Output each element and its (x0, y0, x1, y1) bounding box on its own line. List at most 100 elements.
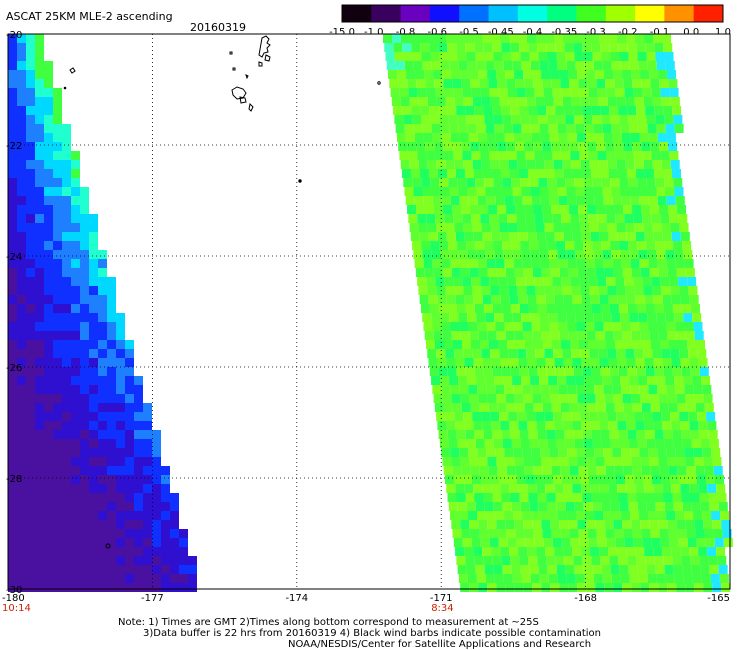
swath-pixel (508, 223, 518, 232)
swath-pixel (98, 250, 107, 259)
swath-pixel (627, 367, 637, 376)
swath-pixel (450, 196, 460, 205)
swath-pixel (98, 520, 107, 529)
swath-pixel (423, 259, 433, 268)
swath-pixel (35, 583, 44, 592)
swath-pixel (17, 205, 26, 214)
swath-pixel (402, 43, 412, 52)
swath-pixel (624, 475, 634, 484)
swath-pixel (579, 277, 589, 286)
swath-pixel (417, 151, 427, 160)
swath-pixel (637, 52, 647, 61)
swath-pixel (509, 232, 519, 241)
swath-pixel (489, 151, 499, 160)
swath-pixel (17, 376, 26, 385)
swath-pixel (71, 583, 80, 592)
swath-pixel (529, 565, 539, 574)
colorbar-swatch (517, 5, 548, 22)
colorbar-tick-label: -0.2 (618, 27, 638, 38)
swath-pixel (660, 214, 670, 223)
swath-pixel (649, 583, 659, 592)
swath-pixel (432, 322, 442, 331)
swath-pixel (44, 142, 53, 151)
swath-pixel (80, 475, 89, 484)
swath-pixel (496, 457, 506, 466)
swath-pixel (116, 439, 125, 448)
swath-pixel (592, 115, 602, 124)
swath-pixel (476, 124, 486, 133)
swath-pixel (453, 340, 463, 349)
swath-pixel (527, 295, 537, 304)
swath-pixel (62, 466, 71, 475)
swath-pixel (553, 97, 563, 106)
swath-left (8, 34, 197, 592)
swath-pixel (71, 295, 80, 304)
swath-pixel (8, 205, 17, 214)
swath-pixel (644, 169, 654, 178)
swath-pixel (516, 475, 526, 484)
swath-pixel (437, 169, 447, 178)
swath-pixel (507, 88, 517, 97)
swath-pixel (631, 457, 641, 466)
swath-pixel (526, 349, 536, 358)
swath-pixel (116, 322, 125, 331)
swath-pixel (582, 430, 592, 439)
swath-pixel (489, 538, 499, 547)
swath-pixel (690, 367, 700, 376)
swath-pixel (635, 34, 644, 43)
swath-pixel (617, 421, 627, 430)
swath-pixel (604, 583, 614, 592)
swath-pixel (8, 349, 17, 358)
swath-pixel (439, 439, 449, 448)
swath-pixel (134, 448, 143, 457)
swath-pixel (706, 412, 716, 421)
swath-pixel (445, 286, 455, 295)
swath-pixel (636, 43, 646, 52)
swath-pixel (152, 475, 161, 484)
swath-pixel (71, 196, 80, 205)
swath-pixel (562, 286, 572, 295)
swath-pixel (600, 43, 610, 52)
swath-pixel (473, 232, 483, 241)
swath-pixel (53, 430, 62, 439)
swath-pixel (529, 52, 539, 61)
swath-pixel (80, 376, 89, 385)
swath-pixel (723, 538, 733, 547)
swath-pixel (644, 232, 654, 241)
swath-pixel (666, 385, 676, 394)
swath-pixel (433, 394, 443, 403)
swath-pixel (89, 574, 98, 583)
swath-pixel (618, 367, 628, 376)
swath-pixel (8, 124, 17, 133)
swath-pixel (143, 475, 152, 484)
swath-pixel (420, 43, 430, 52)
swath-pixel (493, 241, 503, 250)
swath-pixel (624, 214, 634, 223)
swath-pixel (653, 358, 663, 367)
swath-pixel (671, 547, 681, 556)
swath-pixel (17, 115, 26, 124)
swath-pixel (35, 439, 44, 448)
swath-pixel (53, 574, 62, 583)
swath-pixel (523, 268, 533, 277)
swath-pixel (44, 358, 53, 367)
swath-pixel (589, 223, 599, 232)
swath-pixel (660, 538, 670, 547)
swath-pixel (478, 268, 488, 277)
swath-pixel (416, 79, 426, 88)
swath-pixel (134, 538, 143, 547)
swath-pixel (98, 457, 107, 466)
swath-pixel (8, 520, 17, 529)
swath-pixel (662, 232, 672, 241)
swath-pixel (62, 475, 71, 484)
swath-pixel (528, 106, 538, 115)
swath-pixel (674, 313, 684, 322)
swath-pixel (80, 286, 89, 295)
swath-pixel (414, 133, 424, 142)
swath-pixel (462, 538, 472, 547)
swath-pixel (597, 340, 607, 349)
swath-pixel (709, 439, 719, 448)
swath-pixel (26, 466, 35, 475)
swath-pixel (518, 169, 528, 178)
latitude-tick-label: -24 (6, 252, 22, 263)
